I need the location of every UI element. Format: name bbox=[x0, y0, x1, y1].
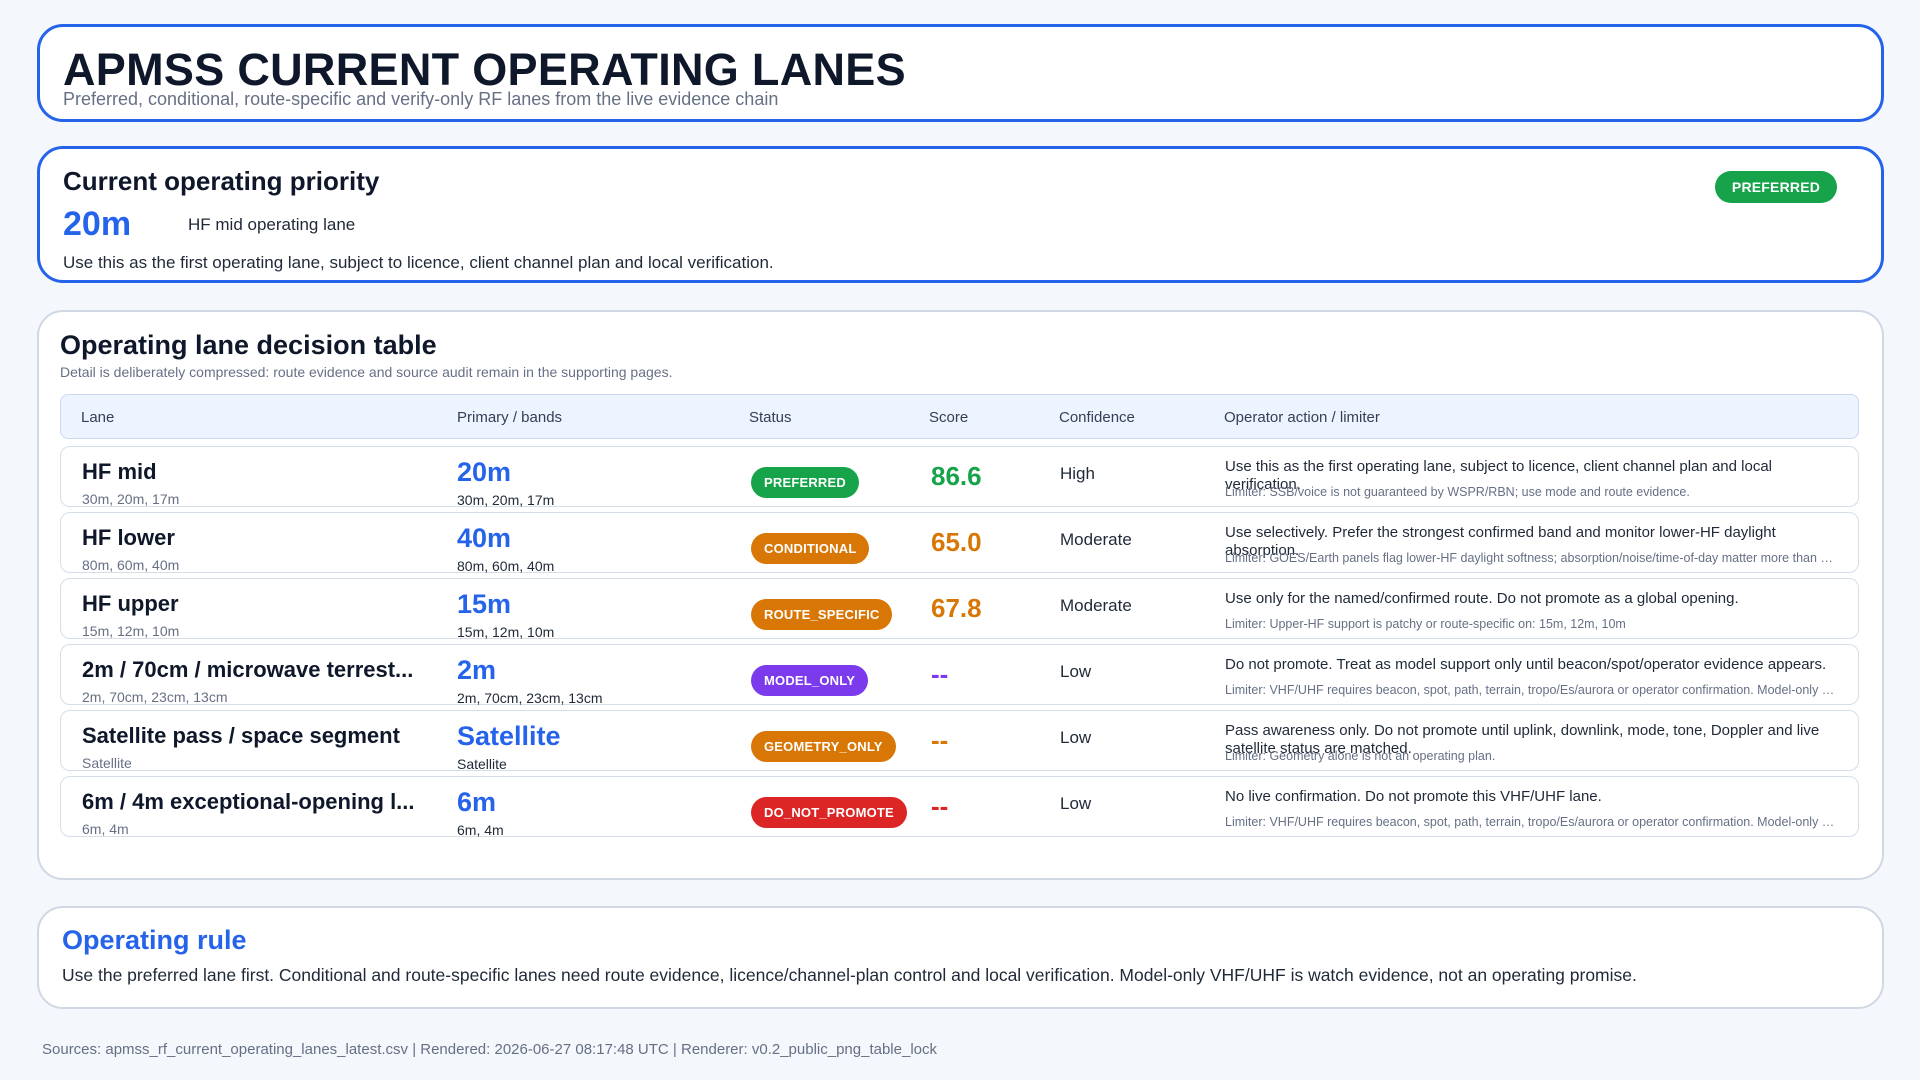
lane-bands: Satellite bbox=[82, 755, 132, 771]
operating-rule-panel: Operating rule Use the preferred lane fi… bbox=[37, 906, 1884, 1009]
status-badge: CONDITIONAL bbox=[751, 533, 870, 564]
score-value: -- bbox=[931, 659, 949, 689]
priority-status-badge: PREFERRED bbox=[1715, 171, 1837, 203]
primary-bands: 15m, 12m, 10m bbox=[457, 624, 555, 640]
operator-action: Use only for the named/confirmed route. … bbox=[1225, 590, 1739, 607]
table-header-row: Lane Primary / bands Status Score Confid… bbox=[60, 394, 1859, 439]
lane-bands: 6m, 4m bbox=[82, 821, 129, 837]
column-header-action: Operator action / limiter bbox=[1224, 409, 1380, 426]
lane-bands: 30m, 20m, 17m bbox=[82, 491, 180, 507]
score-value: -- bbox=[931, 725, 949, 755]
decision-table-panel: Operating lane decision table Detail is … bbox=[37, 310, 1884, 880]
lane-name: HF lower bbox=[82, 525, 175, 550]
lane-bands: 2m, 70cm, 23cm, 13cm bbox=[82, 689, 228, 705]
table-row: 2m / 70cm / microwave terrest... 2m, 70c… bbox=[60, 644, 1859, 706]
priority-heading: Current operating priority bbox=[63, 166, 380, 196]
primary-bands: 6m, 4m bbox=[457, 822, 504, 838]
table-heading: Operating lane decision table bbox=[60, 330, 437, 360]
operator-action: Do not promote. Treat as model support o… bbox=[1225, 656, 1827, 673]
column-header-score: Score bbox=[929, 409, 969, 426]
status-badge: MODEL_ONLY bbox=[751, 665, 869, 696]
status-badge: PREFERRED bbox=[751, 467, 859, 498]
rule-text: Use the preferred lane first. Conditiona… bbox=[62, 965, 1637, 985]
operator-action: Use selectively. Prefer the strongest co… bbox=[1225, 524, 1776, 559]
rule-heading: Operating rule bbox=[62, 925, 247, 955]
column-header-status: Status bbox=[749, 409, 792, 426]
column-header-confidence: Confidence bbox=[1059, 409, 1135, 426]
confidence-value: Low bbox=[1060, 728, 1092, 747]
limiter-text: Limiter: SSB/voice is not guaranteed by … bbox=[1225, 485, 1690, 499]
column-header-lane: Lane bbox=[81, 409, 115, 426]
table-row: HF lower 80m, 60m, 40m 40m 80m, 60m, 40m… bbox=[60, 512, 1859, 574]
table-row: HF upper 15m, 12m, 10m 15m 15m, 12m, 10m… bbox=[60, 578, 1859, 640]
table-row: Satellite pass / space segment Satellite… bbox=[60, 710, 1859, 772]
page-subtitle: Preferred, conditional, route-specific a… bbox=[63, 89, 779, 109]
primary-band: 40m bbox=[457, 523, 512, 553]
priority-note: Use this as the first operating lane, su… bbox=[63, 253, 774, 272]
primary-band: 15m bbox=[457, 589, 512, 619]
lane-bands: 15m, 12m, 10m bbox=[82, 623, 180, 639]
limiter-text: Limiter: Upper-HF support is patchy or r… bbox=[1225, 617, 1626, 631]
lane-name: 2m / 70cm / microwave terrest... bbox=[82, 657, 414, 682]
primary-bands: 30m, 20m, 17m bbox=[457, 492, 555, 508]
lane-name: HF mid bbox=[82, 459, 157, 484]
lane-name: Satellite pass / space segment bbox=[82, 723, 400, 748]
priority-panel: Current operating priority 20m HF mid op… bbox=[37, 146, 1884, 283]
score-value: 67.8 bbox=[931, 593, 982, 623]
confidence-value: Moderate bbox=[1060, 530, 1132, 549]
operator-action: Use this as the first operating lane, su… bbox=[1225, 458, 1772, 493]
primary-band: 6m bbox=[457, 787, 497, 817]
confidence-value: High bbox=[1060, 464, 1095, 483]
limiter-text: Limiter: GOES/Earth panels flag lower-HF… bbox=[1225, 551, 1835, 565]
score-value: 65.0 bbox=[931, 527, 982, 557]
confidence-value: Low bbox=[1060, 794, 1092, 813]
primary-bands: 80m, 60m, 40m bbox=[457, 558, 555, 574]
limiter-text: Limiter: VHF/UHF requires beacon, spot, … bbox=[1225, 683, 1835, 697]
primary-bands: 2m, 70cm, 23cm, 13cm bbox=[457, 690, 603, 706]
primary-bands: Satellite bbox=[457, 756, 507, 772]
priority-band: 20m bbox=[63, 205, 132, 243]
table-row: 6m / 4m exceptional-opening l... 6m, 4m … bbox=[60, 776, 1859, 838]
header-panel: APMSS CURRENT OPERATING LANES Preferred,… bbox=[37, 24, 1884, 122]
primary-band: Satellite bbox=[457, 721, 561, 751]
page-title: APMSS CURRENT OPERATING LANES bbox=[63, 44, 906, 95]
primary-band: 2m bbox=[457, 655, 497, 685]
table-row: HF mid 30m, 20m, 17m 20m 30m, 20m, 17m P… bbox=[60, 446, 1859, 508]
limiter-text: Limiter: VHF/UHF requires beacon, spot, … bbox=[1225, 815, 1835, 829]
footer-sources: Sources: apmss_rf_current_operating_lane… bbox=[42, 1041, 937, 1058]
score-value: 86.6 bbox=[931, 461, 982, 491]
status-badge: GEOMETRY_ONLY bbox=[751, 731, 896, 762]
status-badge: DO_NOT_PROMOTE bbox=[751, 797, 907, 828]
limiter-text: Limiter: Geometry alone is not an operat… bbox=[1225, 749, 1496, 763]
table-subheading: Detail is deliberately compressed: route… bbox=[60, 364, 673, 380]
confidence-value: Moderate bbox=[1060, 596, 1132, 615]
lane-name: HF upper bbox=[82, 591, 179, 616]
priority-lane-name: HF mid operating lane bbox=[188, 215, 356, 234]
confidence-value: Low bbox=[1060, 662, 1092, 681]
lane-name: 6m / 4m exceptional-opening l... bbox=[82, 789, 415, 814]
lane-bands: 80m, 60m, 40m bbox=[82, 557, 180, 573]
score-value: -- bbox=[931, 791, 949, 821]
status-badge: ROUTE_SPECIFIC bbox=[751, 599, 893, 630]
operator-action: No live confirmation. Do not promote thi… bbox=[1225, 788, 1602, 805]
operator-action: Pass awareness only. Do not promote unti… bbox=[1225, 722, 1820, 757]
primary-band: 20m bbox=[457, 457, 512, 487]
column-header-primary: Primary / bands bbox=[457, 409, 563, 426]
